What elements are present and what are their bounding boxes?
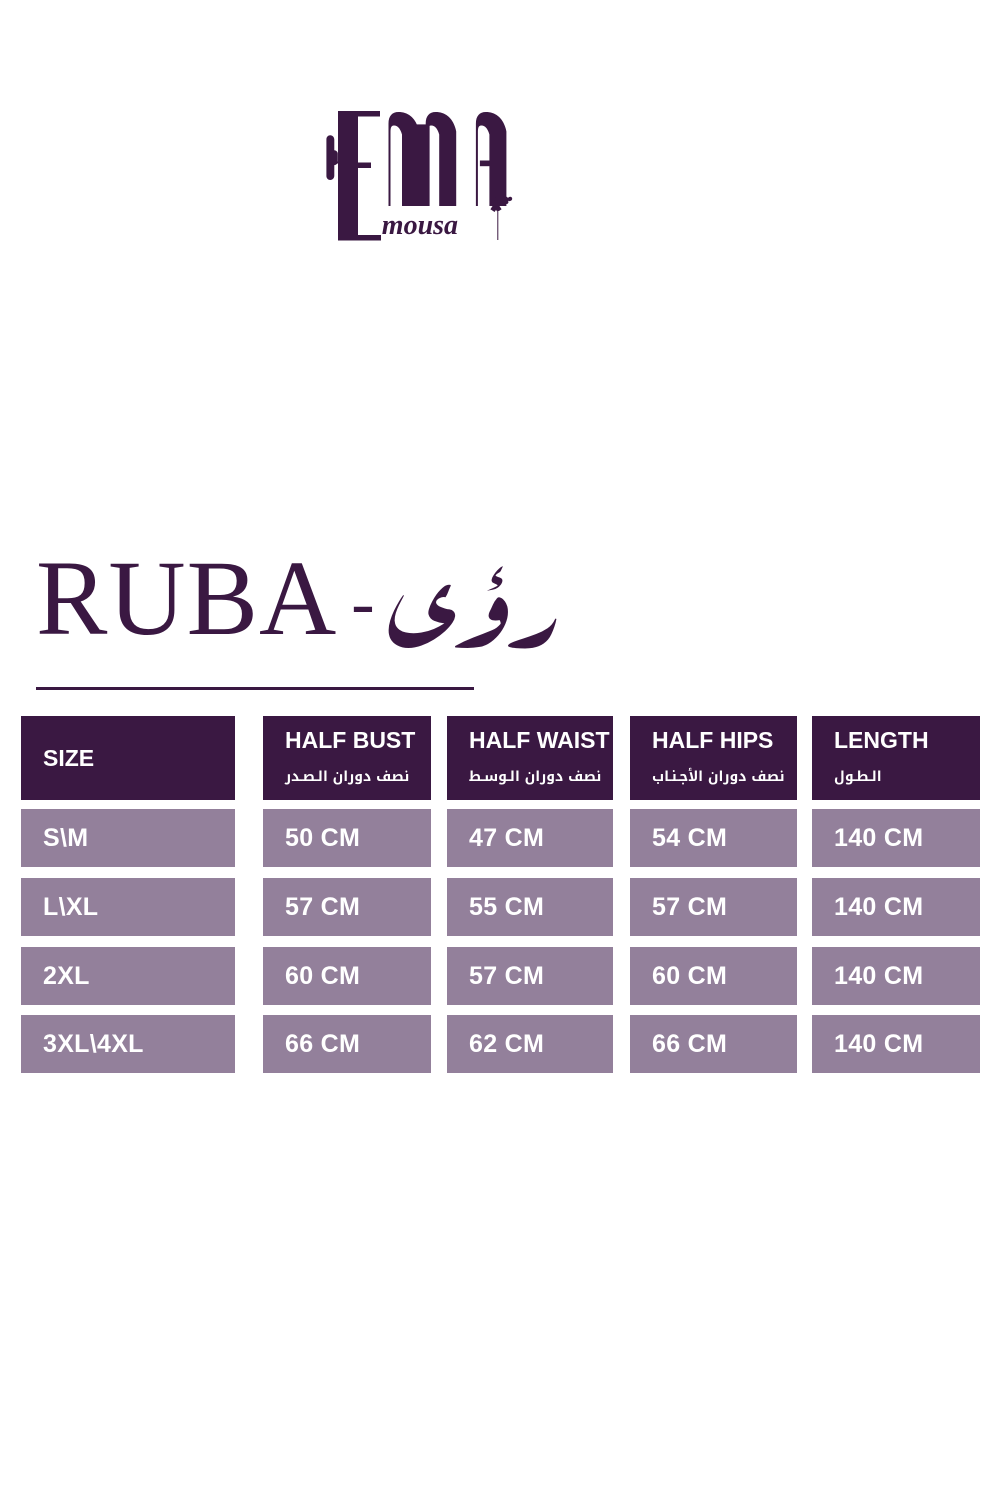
svg-text:mousa: mousa bbox=[382, 210, 458, 241]
